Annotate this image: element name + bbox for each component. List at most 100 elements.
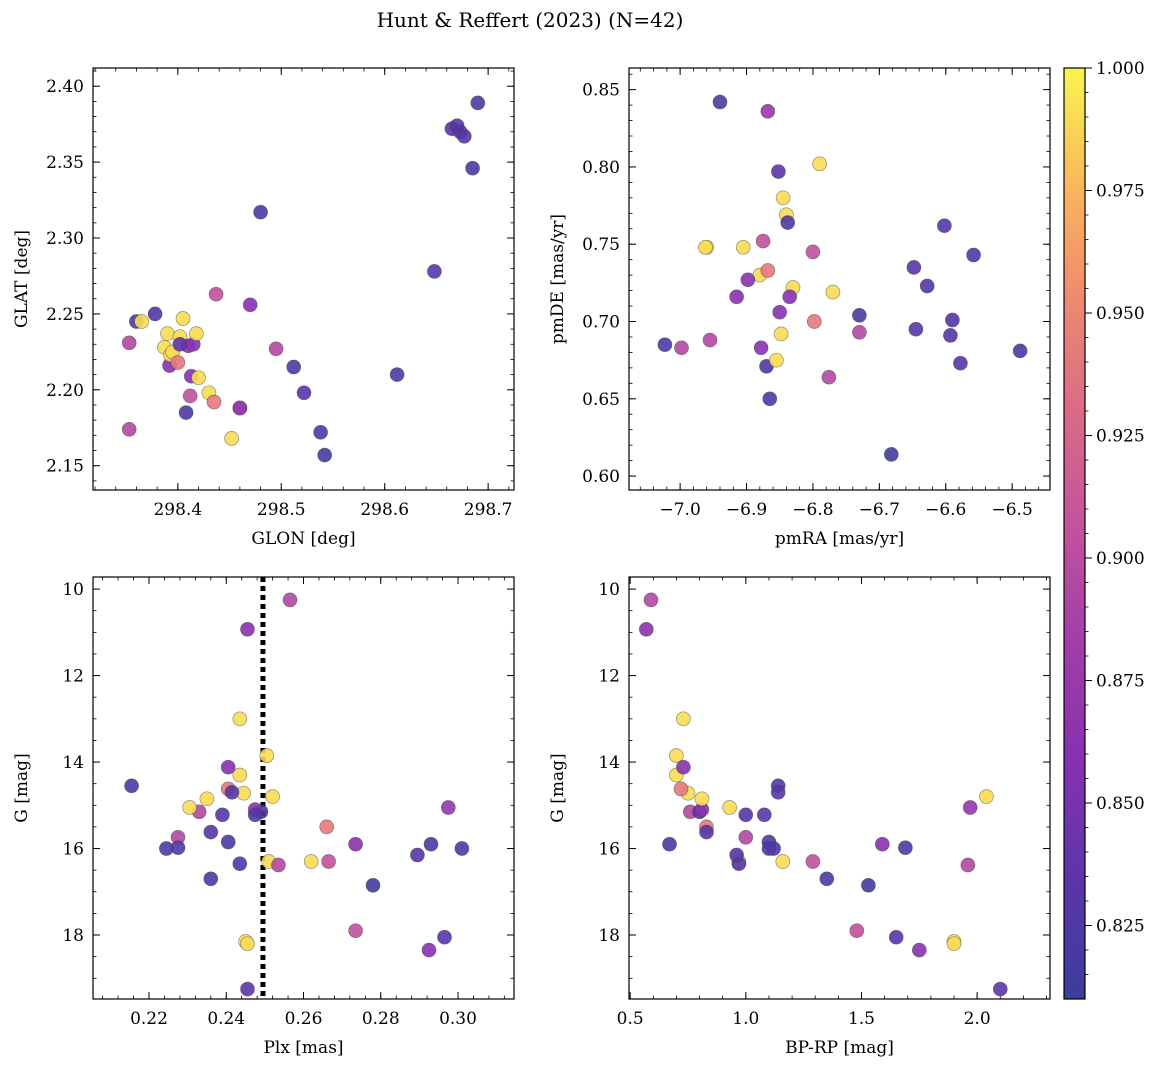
data-point: [753, 340, 769, 356]
data-point: [883, 447, 899, 462]
x-axis-label: Plx [mas]: [263, 1038, 343, 1058]
data-point: [313, 424, 328, 440]
data-point: [259, 748, 275, 763]
y-tick-label: 12: [62, 667, 84, 687]
data-point: [962, 800, 978, 815]
data-point: [124, 778, 139, 794]
x-tick-label: −6.8: [792, 500, 833, 520]
data-point: [946, 936, 962, 952]
data-point: [738, 807, 754, 823]
y-tick-label: 14: [62, 753, 84, 773]
data-point: [199, 791, 215, 807]
data-point: [953, 355, 968, 371]
data-point: [189, 326, 204, 341]
data-point: [825, 284, 841, 300]
colorbar-tick-label: 0.900: [1096, 549, 1145, 569]
data-point: [702, 332, 718, 348]
data-point: [319, 819, 335, 835]
data-point: [852, 307, 867, 323]
axes-frame: [628, 576, 1051, 1000]
data-point: [348, 836, 363, 852]
data-point: [440, 800, 456, 815]
data-point: [220, 759, 236, 775]
data-point: [240, 621, 255, 637]
data-point: [812, 156, 827, 172]
colorbar-tick-label: 0.875: [1096, 672, 1145, 692]
data-point: [178, 405, 194, 420]
y-tick-label: 2.30: [46, 229, 84, 249]
colorbar-frame: [1063, 67, 1086, 1000]
data-point: [365, 877, 381, 893]
x-tick-label: 1.5: [848, 1009, 875, 1029]
y-tick-label: 0.65: [582, 390, 620, 410]
data-point: [819, 871, 835, 887]
x-axis-label: pmRA [mas/yr]: [775, 529, 904, 549]
data-point: [780, 215, 796, 230]
data-point: [966, 247, 981, 263]
data-point: [919, 278, 935, 294]
panel-4: 0.5 1.0 1.5 2.0 10 12 14 16 18 BP-RP [mag] G [mag]: [548, 576, 1051, 1058]
x-tick-label: −6.5: [992, 500, 1033, 520]
data-point: [729, 847, 744, 863]
data-point: [762, 391, 778, 407]
y-tick-label: 18: [62, 926, 84, 946]
data-point: [643, 592, 659, 608]
y-axis-label: pmDE [mas/yr]: [548, 214, 568, 344]
data-point: [427, 264, 442, 279]
data-point: [760, 103, 776, 119]
data-point: [698, 239, 713, 255]
data-point: [240, 981, 255, 997]
data-point: [852, 324, 867, 340]
data-point: [271, 857, 286, 873]
data-point: [303, 854, 319, 869]
data-point: [206, 394, 222, 410]
data-point: [676, 759, 691, 775]
x-tick-label: 0.30: [439, 1009, 477, 1029]
x-tick-label: −6.9: [726, 500, 767, 520]
panel-1: 298.4 298.5 298.6 298.7 2.15 2.20 2.25 2.30 2.35…: [12, 67, 515, 549]
data-point: [321, 854, 336, 869]
data-point: [232, 711, 248, 727]
y-tick-label: 0.75: [582, 235, 620, 255]
data-point: [735, 239, 751, 255]
data-point: [738, 829, 754, 845]
colorbar-tick-label: 0.825: [1096, 917, 1145, 937]
data-point: [775, 854, 791, 869]
y-tick-label: 18: [598, 926, 620, 946]
data-point: [265, 789, 280, 804]
data-point: [906, 260, 922, 275]
data-point: [849, 923, 865, 939]
axes-frame: [92, 576, 515, 1000]
x-tick-label: 2.0: [964, 1009, 991, 1029]
y-tick-label: 2.20: [46, 381, 84, 401]
x-tick-label: −6.6: [925, 500, 966, 520]
y-tick-label: 10: [62, 580, 84, 600]
axes-frame: [92, 67, 515, 491]
data-point: [247, 807, 263, 823]
y-axis-label: G [mag]: [548, 753, 568, 822]
data-point: [960, 857, 976, 873]
data-point: [821, 369, 837, 385]
data-point: [172, 336, 188, 352]
y-tick-label: 0.80: [582, 158, 620, 178]
data-point: [888, 929, 904, 945]
data-point: [170, 355, 186, 370]
data-point: [437, 929, 452, 945]
data-point: [182, 388, 198, 404]
data-point: [740, 272, 756, 288]
data-point: [874, 836, 890, 852]
data-point: [175, 311, 191, 326]
data-point: [421, 942, 437, 958]
colorbar-tick-label: 1.000: [1096, 59, 1145, 79]
data-point: [454, 841, 470, 856]
data-point: [423, 836, 439, 852]
y-tick-label: 14: [598, 753, 620, 773]
data-point: [215, 807, 230, 823]
data-point: [761, 841, 777, 856]
y-tick-label: 2.35: [46, 153, 84, 173]
data-point: [729, 289, 744, 305]
data-point: [232, 856, 248, 872]
panel-2: −7.0 −6.9 −6.8 −6.7 −6.6 −6.5 0.60 0.65 0.70 0.75…: [548, 67, 1051, 549]
data-point: [1012, 343, 1028, 359]
